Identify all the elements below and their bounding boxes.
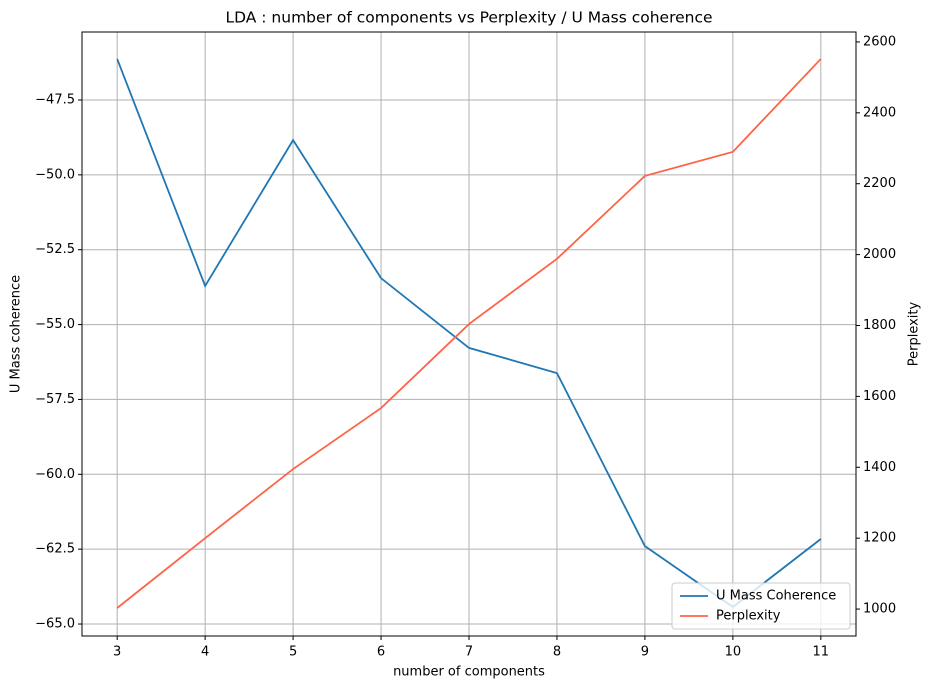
x-tick-label: 9 [641,645,649,660]
y-tick-label: −57.5 [35,392,75,407]
y2-tick-label: 1400 [863,460,896,475]
y-tick-label: −52.5 [35,242,75,257]
x-tick-label: 6 [377,645,385,660]
legend-label: U Mass Coherence [716,589,836,604]
x-tick-label: 11 [813,645,830,660]
legend-box [671,582,851,630]
y-axis-label: U Mass coherence [9,275,24,393]
y2-axis-label: Perplexity [907,301,922,366]
y2-tick-label: 2200 [863,176,896,191]
x-tick-label: 7 [465,645,473,660]
y2-tick-label: 2600 [863,34,896,49]
data-line [116,58,822,609]
x-tick-label: 4 [201,645,209,660]
y2-tick-label: 1600 [863,389,896,404]
x-tick-label: 8 [553,645,561,660]
y-tick-label: −60.0 [35,467,75,482]
chart-title: LDA : number of components vs Perplexity… [225,9,712,27]
y2-tick-label: 2400 [863,105,896,120]
legend-label: Perplexity [716,609,781,624]
y-tick-label: −62.5 [35,542,75,557]
y-tick-label: −50.0 [35,167,75,182]
legend: U Mass Coherence Perplexity [671,582,851,630]
y2-tick-label: 1800 [863,318,896,333]
y-tick-label: −65.0 [35,617,75,632]
x-tick-label: 10 [725,645,742,660]
x-tick-label: 3 [113,645,121,660]
x-tick-label: 5 [289,645,297,660]
y2-tick-label: 1200 [863,531,896,546]
y2-tick-label: 1000 [863,602,896,617]
y-tick-label: −55.0 [35,317,75,332]
plot-frame [81,31,857,637]
x-axis-label: number of components [393,665,545,680]
y-tick-label: −47.5 [35,92,75,107]
y2-tick-label: 2000 [863,247,896,262]
